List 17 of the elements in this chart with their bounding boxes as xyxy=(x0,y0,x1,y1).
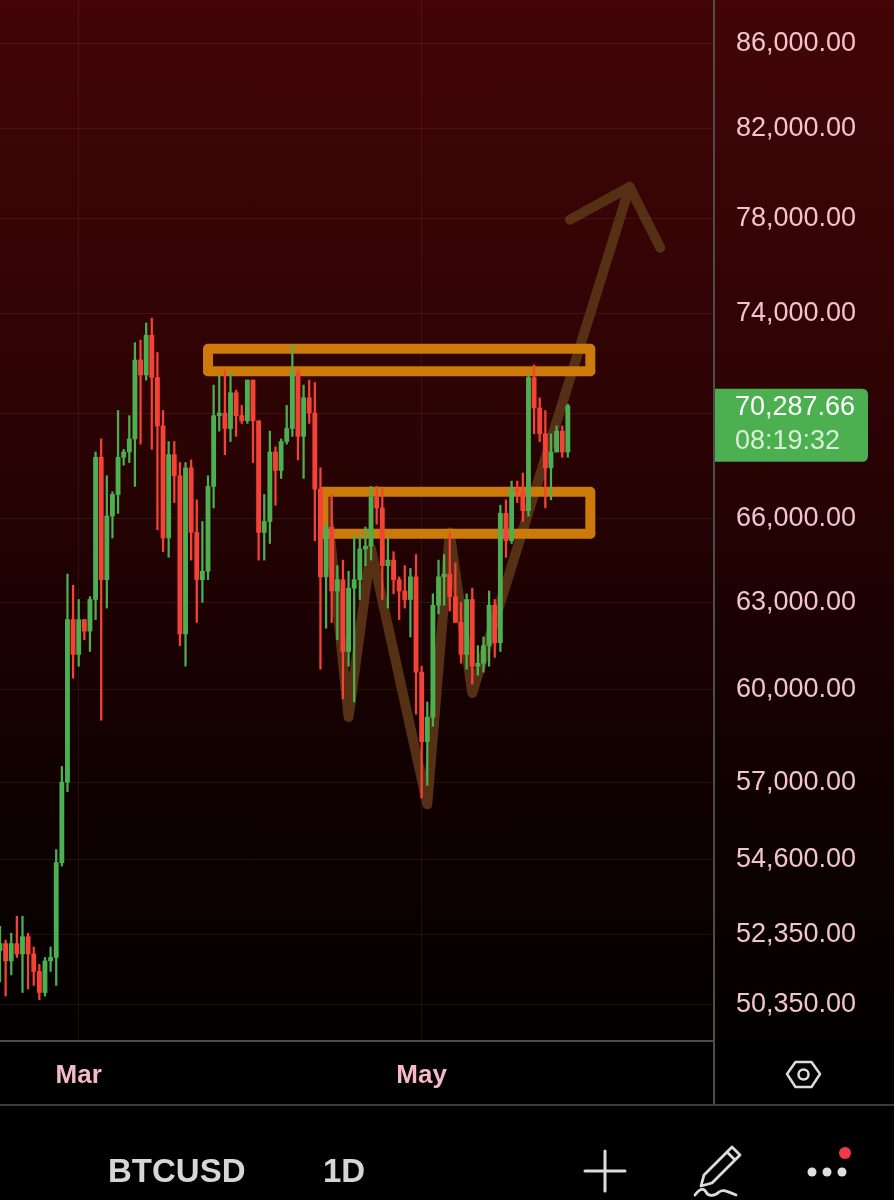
y-tick-label: 74,000.00 xyxy=(736,296,857,327)
y-tick-label: 86,000.00 xyxy=(736,26,857,57)
x-tick-label: May xyxy=(396,1058,448,1089)
y-tick-label: 52,350.00 xyxy=(736,918,857,949)
y-tick-label: 57,000.00 xyxy=(736,765,857,796)
text: 70,287.66 xyxy=(735,391,856,422)
y-tick-label: 50,350.00 xyxy=(736,988,857,1019)
text: BTCUSD xyxy=(108,1151,246,1191)
text: 08:19:32 xyxy=(735,425,841,456)
y-tick-label: 54,600.00 xyxy=(736,842,857,873)
y-tick-label: 78,000.00 xyxy=(736,202,857,233)
y-tick-label: 66,000.00 xyxy=(736,502,857,533)
y-tick-label: 82,000.00 xyxy=(736,112,857,143)
y-tick-label: 60,000.00 xyxy=(736,673,857,704)
x-tick-label: Mar xyxy=(55,1058,102,1089)
text: 1D xyxy=(323,1151,366,1191)
y-tick-label: 63,000.00 xyxy=(736,585,857,616)
